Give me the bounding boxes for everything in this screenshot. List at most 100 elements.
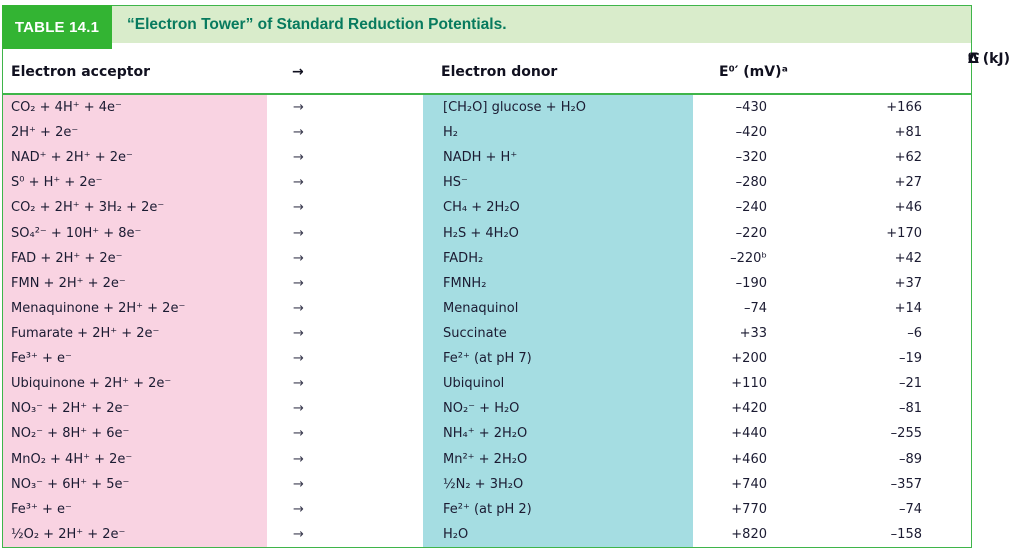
dg-value-cell: –357 [890, 476, 922, 492]
row-filler [926, 371, 971, 397]
acceptor-cell: S⁰ + H⁺ + 2e⁻ [3, 170, 267, 196]
acceptor-cell: ½O₂ + 2H⁺ + 2e⁻ [3, 521, 267, 547]
table-row: FAD + 2H⁺ + 2e⁻ → FADH₂ –220ᵇ +42 [3, 245, 971, 271]
row-filler [926, 270, 971, 296]
e0-value-cell: –420 [735, 125, 767, 141]
dg-value-cell: –74 [898, 501, 922, 517]
acceptor-cell: CO₂ + 4H⁺ + 4e⁻ [3, 95, 267, 121]
donor-cell: Succinate [423, 320, 693, 347]
acceptor-cell: MnO₂ + 4H⁺ + 2e⁻ [3, 446, 267, 472]
arrow-cell: → [267, 245, 423, 271]
row-filler [926, 95, 971, 121]
donor-cell: FADH₂ [423, 245, 693, 271]
arrow-cell: → [267, 471, 423, 497]
row-filler [926, 346, 971, 372]
dg-value-cell: –19 [898, 351, 922, 367]
arrow-cell: → [267, 521, 423, 547]
row-filler [926, 195, 971, 221]
dg-value-cell: +14 [894, 300, 922, 316]
table-title: “Electron Tower” of Standard Reduction P… [127, 16, 507, 33]
arrow-cell: → [267, 170, 423, 196]
donor-cell: Fe²⁺ (at pH 7) [423, 346, 693, 372]
row-filler [926, 295, 971, 321]
g-symbol: G [968, 51, 980, 67]
table-row: Menaquinone + 2H⁺ + 2e⁻ → Menaquinol –74… [3, 295, 971, 321]
dg-value-cell: +170 [886, 225, 922, 241]
e0-value-cell: +460 [731, 451, 767, 467]
row-filler [926, 396, 971, 422]
header-electron-donor: Electron donor [441, 64, 558, 80]
donor-cell: NADH + H⁺ [423, 145, 693, 171]
dg-units: ⁰′ (kJ) [968, 51, 1011, 67]
arrow-cell: → [267, 120, 423, 146]
arrow-cell: → [267, 421, 423, 447]
donor-cell: Fe²⁺ (at pH 2) [423, 496, 693, 522]
dg-value-cell: +62 [894, 150, 922, 166]
acceptor-cell: 2H⁺ + 2e⁻ [3, 120, 267, 146]
table-body: CO₂ + 4H⁺ + 4e⁻ → [CH₂O] glucose + H₂O –… [3, 95, 971, 547]
e0-value-cell: +200 [731, 351, 767, 367]
acceptor-cell: SO₄²⁻ + 10H⁺ + 8e⁻ [3, 220, 267, 246]
arrow-cell: → [267, 95, 423, 121]
dg-value-cell: +46 [894, 200, 922, 216]
dg-value-cell: –158 [890, 526, 922, 542]
header-e0-prime-mv: E⁰′ (mV)ᵃ [719, 64, 788, 80]
e0-value-cell: +420 [731, 401, 767, 417]
arrow-cell: → [267, 145, 423, 171]
table-title-bar: TABLE 14.1 “Electron Tower” of Standard … [2, 5, 971, 49]
header-electron-acceptor: Electron acceptor [11, 64, 150, 80]
donor-cell: H₂S + 4H₂O [423, 220, 693, 246]
donor-cell: NO₂⁻ + H₂O [423, 396, 693, 422]
acceptor-cell: NO₃⁻ + 6H⁺ + 5e⁻ [3, 471, 267, 497]
arrow-cell: → [267, 270, 423, 296]
donor-cell: HS⁻ [423, 170, 693, 196]
arrow-cell: → [267, 195, 423, 221]
table-row: SO₄²⁻ + 10H⁺ + 8e⁻ → H₂S + 4H₂O –220 +17… [3, 220, 971, 246]
table-number-tag: TABLE 14.1 [2, 5, 112, 49]
table-row: CO₂ + 2H⁺ + 3H₂ + 2e⁻ → CH₄ + 2H₂O –240 … [3, 195, 971, 221]
row-filler [926, 421, 971, 447]
donor-cell: [CH₂O] glucose + H₂O [423, 95, 693, 121]
table-row: Fe³⁺ + e⁻ → Fe²⁺ (at pH 7) +200 –19 [3, 346, 971, 372]
e0-value-cell: +440 [731, 426, 767, 442]
acceptor-cell: Fe³⁺ + e⁻ [3, 346, 267, 372]
table-row: CO₂ + 4H⁺ + 4e⁻ → [CH₂O] glucose + H₂O –… [3, 95, 971, 121]
e0-value-cell: –280 [735, 175, 767, 191]
table-row: MnO₂ + 4H⁺ + 2e⁻ → Mn²⁺ + 2H₂O +460 –89 [3, 446, 971, 472]
table-row: NO₂⁻ + 8H⁺ + 6e⁻ → NH₄⁺ + 2H₂O +440 –255 [3, 421, 971, 447]
row-filler [926, 170, 971, 196]
acceptor-cell: Ubiquinone + 2H⁺ + 2e⁻ [3, 371, 267, 397]
row-filler [926, 471, 971, 497]
reduction-potentials-table: TABLE 14.1 “Electron Tower” of Standard … [2, 5, 1010, 548]
e0-value-cell: –220 [735, 225, 767, 241]
acceptor-cell: NAD⁺ + 2H⁺ + 2e⁻ [3, 145, 267, 171]
acceptor-cell: FAD + 2H⁺ + 2e⁻ [3, 245, 267, 271]
donor-cell: ½N₂ + 3H₂O [423, 471, 693, 497]
acceptor-cell: Fumarate + 2H⁺ + 2e⁻ [3, 320, 267, 347]
donor-cell: NH₄⁺ + 2H₂O [423, 421, 693, 447]
header-arrow-icon: → [292, 64, 304, 80]
e0-value-cell: –220ᵇ [730, 250, 767, 266]
table-row: Fumarate + 2H⁺ + 2e⁻ → Succinate +33 –6 [3, 320, 971, 347]
row-filler [926, 521, 971, 547]
dg-value-cell: –255 [890, 426, 922, 442]
donor-cell: FMNH₂ [423, 270, 693, 296]
table-row: NO₃⁻ + 6H⁺ + 5e⁻ → ½N₂ + 3H₂O +740 –357 [3, 471, 971, 497]
row-filler [926, 120, 971, 146]
table-row: Fe³⁺ + e⁻ → Fe²⁺ (at pH 2) +770 –74 [3, 496, 971, 522]
table-row: NAD⁺ + 2H⁺ + 2e⁻ → NADH + H⁺ –320 +62 [3, 145, 971, 171]
table-row: FMN + 2H⁺ + 2e⁻ → FMNH₂ –190 +37 [3, 270, 971, 296]
column-header-row: Electron acceptor → Electron donor E⁰′ (… [3, 43, 1010, 95]
donor-cell: Ubiquinol [423, 371, 693, 397]
donor-cell: Mn²⁺ + 2H₂O [423, 446, 693, 472]
dg-value-cell: –81 [898, 401, 922, 417]
acceptor-cell: Menaquinone + 2H⁺ + 2e⁻ [3, 295, 267, 321]
dg-value-cell: –6 [907, 326, 922, 342]
table-row: Ubiquinone + 2H⁺ + 2e⁻ → Ubiquinol +110 … [3, 371, 971, 397]
row-filler [926, 496, 971, 522]
acceptor-cell: FMN + 2H⁺ + 2e⁻ [3, 270, 267, 296]
e0-value-cell: –190 [735, 275, 767, 291]
e0-value-cell: +740 [731, 476, 767, 492]
table-row: NO₃⁻ + 2H⁺ + 2e⁻ → NO₂⁻ + H₂O +420 –81 [3, 396, 971, 422]
